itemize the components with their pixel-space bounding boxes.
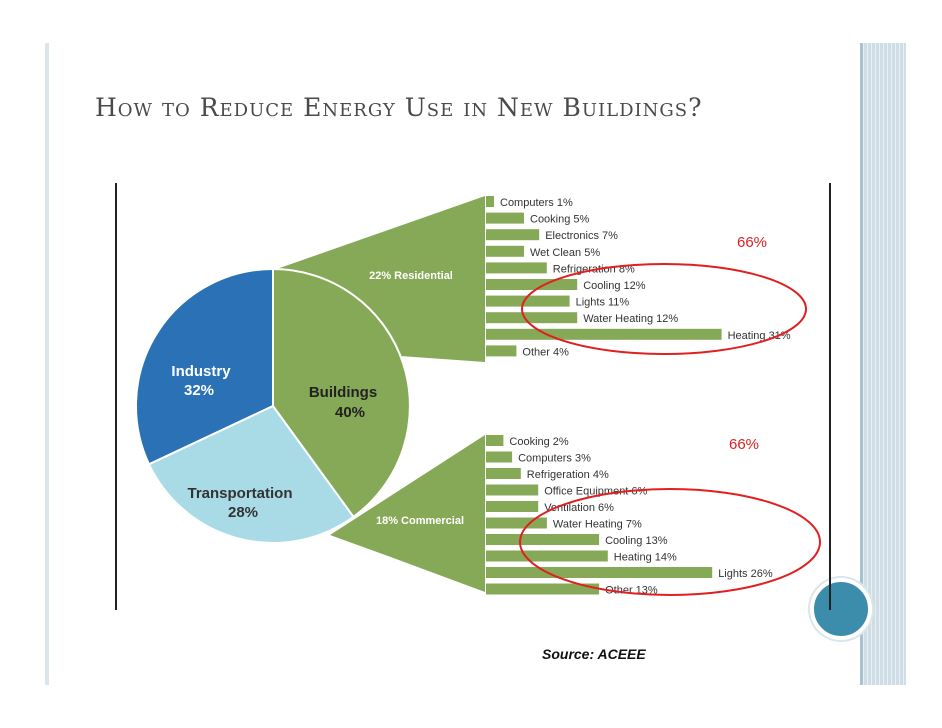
left-rule [45,43,49,685]
residential-bar-label: Computers 1% [500,197,573,209]
commercial-bar [486,534,600,545]
residential-bar [486,279,578,290]
residential-bar [486,312,578,324]
residential-segment-label: 22% Residential [369,270,453,282]
pie-slice-transportation [147,404,355,544]
residential-bar [486,212,524,224]
commercial-bars: Cooking 2% Computers 3% Refrigeration 4% Of… [486,435,773,597]
industry-label: Industry [171,363,231,380]
commercial-bar-label: Heating 14% [614,552,677,564]
pie-slice-industry [135,267,274,466]
source-caption: Source: ACEEE [542,646,646,662]
commercial-bar-label: Refrigeration 4% [527,469,609,481]
corner-circle-ornament [810,578,872,640]
residential-bar-label: Other 4% [522,346,569,358]
commercial-bar-label: Cooking 2% [509,436,569,448]
residential-bar [486,229,540,241]
pie-labels: Industry 32% Transportation 28% Building… [171,270,464,527]
residential-highlight-ellipse [521,263,807,355]
residential-annotation: 66% [737,234,767,251]
buildings-label: Buildings [309,384,377,401]
residential-connector [274,196,485,362]
residential-bar [486,196,494,207]
residential-bar-label: Cooling 12% [583,280,646,292]
commercial-bar [486,567,713,578]
residential-bar-label: Lights 11% [576,297,630,309]
commercial-bar [486,435,504,446]
transportation-label: Transportation [187,485,292,502]
commercial-bar-label: Water Heating 7% [553,519,642,531]
commercial-connector [330,435,485,592]
residential-bar-label: Water Heating 12% [583,313,678,325]
residential-bar [486,295,570,307]
residential-bar-label: Electronics 7% [545,230,618,242]
residential-bar-label: Cooking 5% [530,214,590,226]
residential-bar [486,245,524,257]
residential-bar [486,345,517,357]
commercial-bar [486,484,539,496]
chart-frame [115,183,831,610]
commercial-bar [486,468,521,479]
residential-bar-label: Wet Clean 5% [530,247,600,259]
commercial-bar [486,517,547,529]
industry-value: 32% [184,382,214,399]
commercial-bar-label: Lights 26% [718,568,773,580]
slide-title: How to Reduce Energy Use in New Building… [95,93,703,122]
right-decorative-band [860,43,906,685]
residential-bar-label: Heating 31% [728,330,791,342]
commercial-bar-label: Office Equipment 6% [544,486,647,498]
commercial-bar [486,501,539,512]
commercial-bar-label: Cooling 13% [605,535,668,547]
commercial-annotation: 66% [729,436,759,453]
commercial-bar [486,583,600,595]
commercial-highlight-ellipse [519,488,821,596]
residential-bar [486,328,722,340]
buildings-value: 40% [335,404,365,421]
commercial-bar [486,451,513,463]
residential-bars: Computers 1% Cooking 5% Electronics 7% Wet … [486,196,791,358]
commercial-bar [486,550,608,562]
commercial-bar-label: Computers 3% [518,453,591,465]
pie-chart [135,267,411,544]
commercial-segment-label: 18% Commercial [376,515,464,527]
residential-bar [486,262,547,274]
pie-slice-buildings [272,267,411,519]
transportation-value: 28% [228,504,258,521]
